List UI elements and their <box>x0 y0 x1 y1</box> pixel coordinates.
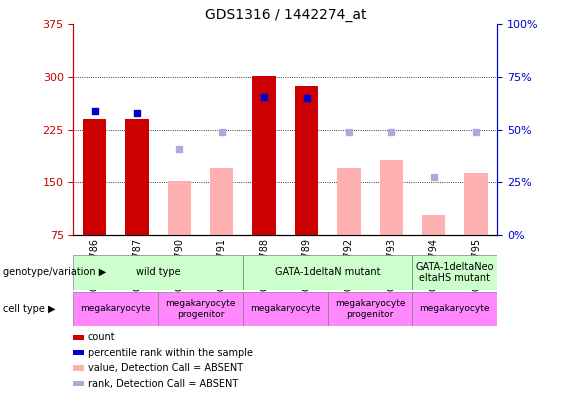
Bar <box>328 292 412 326</box>
Text: percentile rank within the sample: percentile rank within the sample <box>88 348 253 358</box>
Text: megakaryocyte: megakaryocyte <box>420 304 490 313</box>
Bar <box>464 173 488 235</box>
Title: GDS1316 / 1442274_at: GDS1316 / 1442274_at <box>205 8 366 22</box>
Text: megakaryocyte: megakaryocyte <box>81 304 151 313</box>
Bar <box>412 292 497 326</box>
Text: GATA-1deltaNeo
eltaHS mutant: GATA-1deltaNeo eltaHS mutant <box>416 262 494 283</box>
Bar <box>73 292 158 326</box>
Bar <box>210 168 233 235</box>
Bar <box>253 76 276 235</box>
Bar <box>243 255 412 290</box>
Text: count: count <box>88 333 115 342</box>
Bar <box>412 255 497 290</box>
Bar <box>125 119 149 235</box>
Bar <box>168 181 191 235</box>
Text: cell type ▶: cell type ▶ <box>3 304 55 314</box>
Text: value, Detection Call = ABSENT: value, Detection Call = ABSENT <box>88 363 243 373</box>
Bar <box>380 160 403 235</box>
Text: megakaryocyte: megakaryocyte <box>250 304 320 313</box>
Bar <box>73 255 243 290</box>
Text: wild type: wild type <box>136 267 180 277</box>
Bar <box>243 292 328 326</box>
Text: megakaryocyte
progenitor: megakaryocyte progenitor <box>335 299 405 318</box>
Bar <box>422 215 445 235</box>
Text: GATA-1deltaN mutant: GATA-1deltaN mutant <box>275 267 380 277</box>
Bar <box>83 119 106 235</box>
Text: genotype/variation ▶: genotype/variation ▶ <box>3 267 106 277</box>
Text: rank, Detection Call = ABSENT: rank, Detection Call = ABSENT <box>88 379 238 388</box>
Bar <box>158 292 243 326</box>
Bar <box>295 86 318 235</box>
Text: megakaryocyte
progenitor: megakaryocyte progenitor <box>166 299 236 318</box>
Bar <box>337 168 360 235</box>
